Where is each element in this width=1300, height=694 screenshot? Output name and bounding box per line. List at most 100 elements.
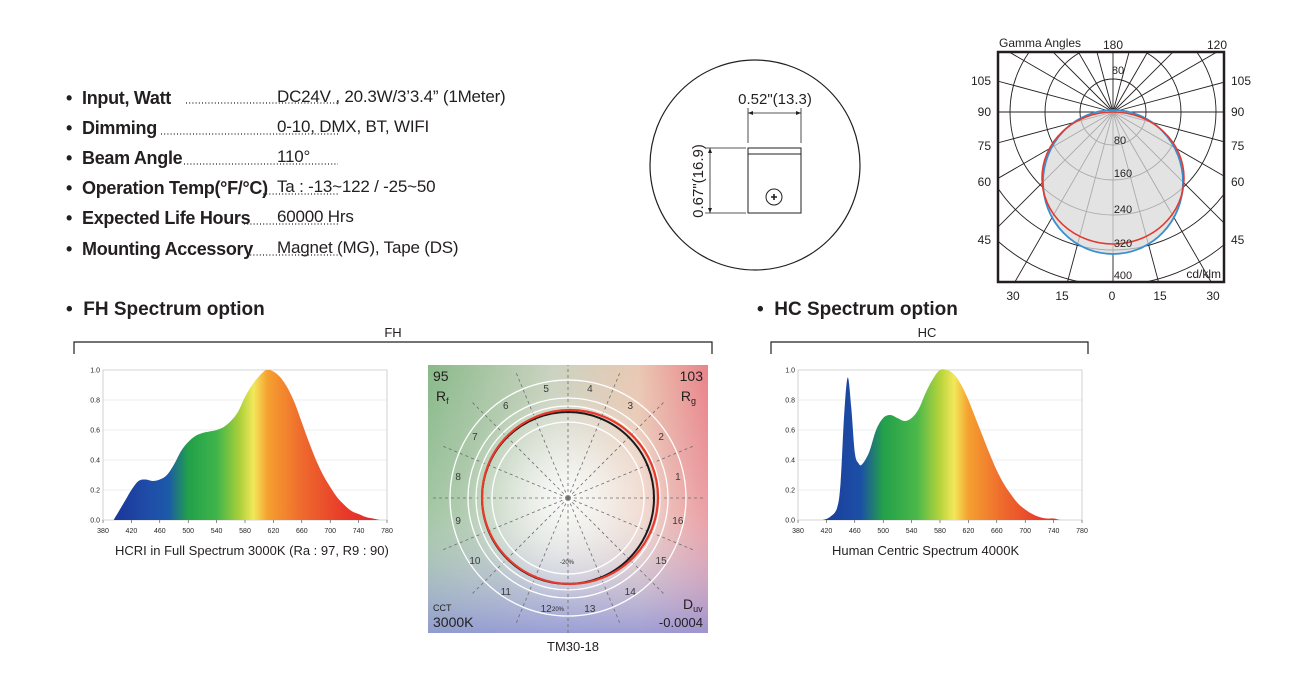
bullet: • <box>66 238 73 259</box>
spec-label: Mounting Accessory <box>82 238 253 259</box>
tm30-hue-line <box>567 402 664 499</box>
x-tick-label: 460 <box>154 528 166 535</box>
x-tick-label: 780 <box>381 528 393 535</box>
spec-row: • Operation Temp(°F/°C) <box>66 176 268 200</box>
tm30-bin-label: 12 <box>541 604 553 615</box>
spec-label: Beam Angle <box>82 147 183 168</box>
polar-angle-label: 90 <box>1231 105 1245 119</box>
tm30-hue-line <box>567 497 621 623</box>
fh-bracket-label: FH <box>384 325 401 340</box>
x-tick-label: 540 <box>906 528 918 535</box>
distribution-curve-c90 <box>1041 111 1185 245</box>
x-tick-label: 780 <box>1076 528 1088 535</box>
polar-spoke <box>1112 111 1223 142</box>
spec-value: Ta : -13~122 / -25~50 <box>277 177 436 196</box>
tm30-pct-label: -20% <box>560 560 575 566</box>
tm30-hue-line <box>515 373 569 499</box>
polar-spoke <box>1078 53 1114 113</box>
x-tick-label: 500 <box>182 528 194 535</box>
polar-top-label: 120 <box>1207 38 1227 52</box>
tm30-rg-label: Rg <box>681 388 696 406</box>
polar-spoke <box>1112 53 1148 113</box>
x-tick-label: 380 <box>792 528 804 535</box>
polar-spoke <box>1009 53 1114 113</box>
spec-row: • Mounting Accessory <box>66 237 253 261</box>
y-tick-label: 0.2 <box>90 488 100 495</box>
polar-spoke <box>999 111 1114 144</box>
x-tick-label: 660 <box>991 528 1003 535</box>
tm30-hue-line <box>515 497 569 623</box>
bullet: • <box>66 299 73 320</box>
tm30-hue-line <box>443 445 569 499</box>
tm30-bin-label: 9 <box>455 516 461 527</box>
polar-angle-label: 60 <box>978 175 992 189</box>
fh-spectrum-chart: 0.0 0.2 0.4 0.6 0.8 1.0 380 420 460 500 540 580 620 6… <box>90 368 393 536</box>
x-tick-label: 580 <box>239 528 251 535</box>
hc-bracket: HC <box>770 325 1089 354</box>
spec-value: Magnet (MG), Tape (DS) <box>277 238 459 257</box>
polar-angle-label: 75 <box>978 139 992 153</box>
y-tick-label: 0.6 <box>90 428 100 435</box>
polar-spoke <box>1112 53 1130 113</box>
tm30-pct-label: 20% <box>552 607 565 613</box>
polar-bottom-label: 15 <box>1055 289 1069 303</box>
hc-chart-caption: Human Centric Spectrum 4000K <box>832 543 1020 558</box>
bullet: • <box>66 117 73 138</box>
bullet: • <box>757 299 764 320</box>
spec-label: Operation Temp(°F/°C) <box>82 177 268 198</box>
hc-section-title-text: HC Spectrum option <box>774 299 958 320</box>
tm30-rg-value: 103 <box>680 368 704 384</box>
x-tick-label: 620 <box>268 528 280 535</box>
polar-angle-label: 90 <box>978 105 992 119</box>
y-tick-label: 0.4 <box>90 458 100 465</box>
fh-section-title-text: FH Spectrum option <box>83 299 265 320</box>
polar-bottom-label: 0 <box>1109 289 1116 303</box>
spec-label: Input, Watt <box>82 87 172 108</box>
bullet: • <box>66 177 73 198</box>
tm30-graphic: 95 Rf 103 Rg CCT 3000K Duv -0.0004 -20% … <box>428 365 708 633</box>
polar-top-label: 180 <box>1103 38 1123 52</box>
y-tick-label: 0.6 <box>785 428 795 435</box>
polar-radial-label: 160 <box>1114 168 1132 180</box>
tm30-rf-label: Rf <box>436 388 449 406</box>
x-tick-label: 460 <box>849 528 861 535</box>
polar-angle-label: 60 <box>1231 175 1245 189</box>
polar-spoke <box>1053 53 1114 113</box>
y-tick-label: 0.2 <box>785 488 795 495</box>
spec-value: 0-10, DMX, BT, WIFI <box>277 117 430 136</box>
x-tick-label: 700 <box>1019 528 1031 535</box>
hc-bracket-label: HC <box>918 325 937 340</box>
polar-radial-label: 80 <box>1114 135 1126 147</box>
polar-angle-label: 105 <box>971 74 991 88</box>
tm30-hue-line <box>472 402 569 499</box>
spec-row: • Expected Life Hours <box>66 206 251 230</box>
spec-row: • Dimming <box>66 116 157 140</box>
y-tick-label: 1.0 <box>90 368 100 375</box>
y-tick-label: 0.0 <box>90 518 100 525</box>
spectrum-area <box>113 369 380 520</box>
x-tick-label: 620 <box>963 528 975 535</box>
polar-angle-label: 105 <box>1231 74 1251 88</box>
tm30-bin-label: 10 <box>469 556 481 567</box>
spec-label: Expected Life Hours <box>82 207 251 228</box>
polar-spoke <box>999 80 1114 113</box>
polar-unit: cd/klm <box>1186 267 1221 281</box>
bullet: • <box>66 207 73 228</box>
tm30-hue-line <box>567 373 621 499</box>
y-tick-label: 0.8 <box>90 398 100 405</box>
polar-radial-label: 320 <box>1114 238 1132 250</box>
bullet: • <box>66 147 73 168</box>
x-tick-label: 740 <box>1048 528 1060 535</box>
polar-radial-label: 240 <box>1114 204 1132 216</box>
bullet: • <box>66 87 73 108</box>
y-tick-label: 0.4 <box>785 458 795 465</box>
y-tick-label: 1.0 <box>785 368 795 375</box>
tm30-test-circle <box>480 408 660 586</box>
tm30-bin-label: 11 <box>501 587 512 598</box>
y-tick-label: 0.0 <box>785 518 795 525</box>
tm30-bin-label: 6 <box>503 401 509 412</box>
tm30-bin-label: 2 <box>658 432 664 443</box>
tm30-bin-label: 15 <box>656 556 668 567</box>
fh-section-title: • FH Spectrum option <box>66 299 265 321</box>
polar-angle-label: 75 <box>1231 139 1245 153</box>
